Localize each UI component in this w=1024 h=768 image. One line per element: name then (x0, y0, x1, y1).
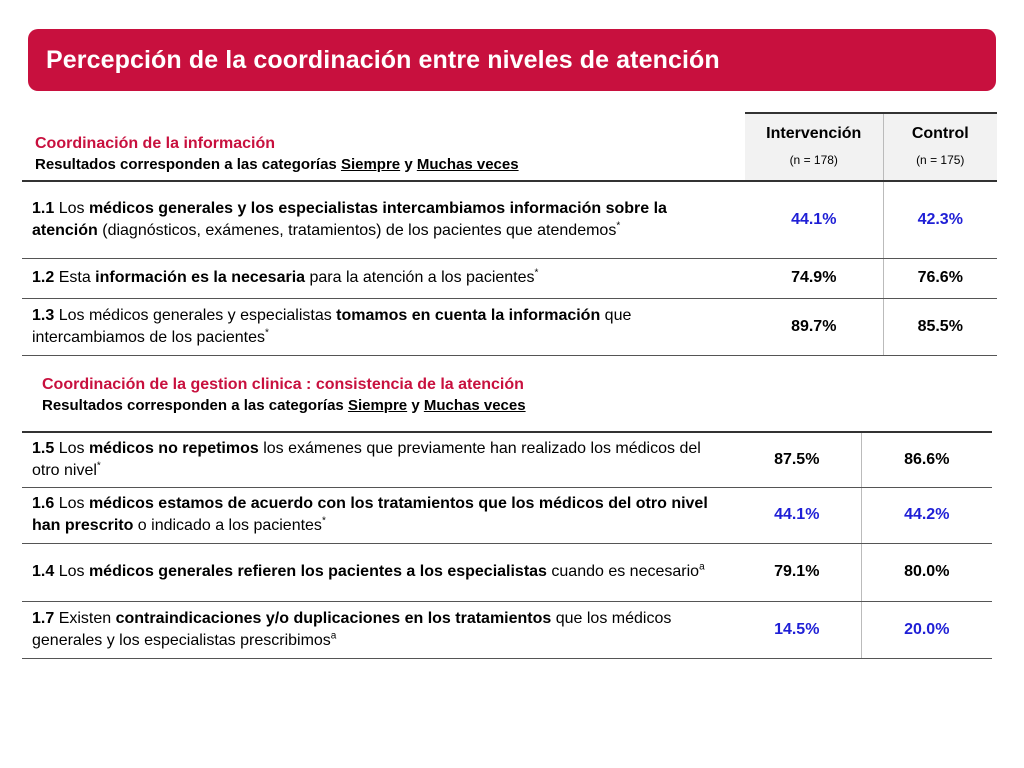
table-row: 1.3 Los médicos generales y especialista… (22, 298, 997, 356)
section2-subtitle-text: Resultados corresponden a las categorías (42, 397, 348, 414)
table-row: 1.7 Existen contraindicaciones y/o dupli… (22, 601, 992, 659)
question-text: Esta (54, 269, 96, 286)
intervencion-value: 44.1% (733, 487, 862, 544)
question-text: Los médicos generales y especialistas (54, 306, 337, 324)
question-number: 1.4 (32, 563, 55, 580)
intervencion-value: 14.5% (733, 601, 862, 659)
question-1-7: 1.7 Existen contraindicaciones y/o dupli… (22, 601, 733, 659)
page-title: Percepción de la coordinación entre nive… (46, 45, 720, 74)
question-1-4: 1.4 Los médicos generales refieren los p… (22, 543, 733, 602)
question-1-3: 1.3 Los médicos generales y especialista… (22, 298, 745, 356)
question-text: o indicado a los pacientes (133, 517, 322, 534)
intervencion-value: 79.1% (733, 543, 862, 602)
control-value: 80.0% (861, 543, 992, 602)
footnote-mark: a (330, 630, 337, 642)
control-value: 20.0% (861, 601, 992, 659)
question-bold-text: médicos generales refieren los pacientes… (88, 563, 547, 580)
intervencion-value: 87.5% (733, 431, 862, 488)
question-number: 1.2 (32, 269, 55, 286)
question-text: Los (54, 563, 89, 580)
question-text: que los médicos generales y los especial… (32, 609, 672, 649)
intervencion-value: 89.7% (745, 298, 884, 356)
question-number: 1.6 (32, 495, 55, 512)
control-value: 85.5% (883, 298, 997, 356)
section1-subtitle-text: Resultados corresponden a las categorías (35, 155, 341, 173)
control-header: Control (n = 175) (883, 112, 997, 182)
section2-subtitle: Resultados corresponden a las categorías… (42, 395, 526, 416)
question-number: 1.1 (32, 199, 55, 217)
table-header-row: Coordinación de la información Resultado… (22, 112, 997, 182)
question-bold-text: información es la necesaria (95, 269, 306, 286)
question-text: Los (54, 199, 89, 217)
question-text: Los (54, 439, 89, 457)
title-banner: Percepción de la coordinación entre nive… (28, 29, 996, 91)
question-1-6: 1.6 Los médicos estamos de acuerdo con l… (22, 487, 733, 544)
question-text: Existen (54, 609, 116, 627)
intervencion-value: 74.9% (745, 258, 884, 299)
question-number: 1.3 (32, 306, 55, 324)
section2-heading: Coordinación de la gestion clinica : con… (42, 374, 526, 416)
question-1-1: 1.1 Los médicos generales y los especial… (22, 181, 745, 259)
section1-subtitle-muchas-veces: Muchas veces (416, 155, 519, 173)
question-bold-text: médicos no repetimos (88, 439, 259, 457)
footnote-mark: * (534, 267, 539, 279)
question-bold-text: médicos generales y los especialistas in… (32, 199, 667, 239)
section1-heading: Coordinación de la información Resultado… (22, 113, 745, 182)
control-value: 42.3% (883, 181, 997, 259)
table-row: 1.2 Esta información es la necesaria par… (22, 258, 997, 299)
question-number: 1.7 (32, 609, 55, 627)
question-1-5: 1.5 Los médicos no repetimos los exámene… (22, 431, 733, 488)
control-value: 44.2% (861, 487, 992, 544)
information-coordination-table: Coordinación de la información Resultado… (22, 112, 997, 356)
section1-subtitle: Resultados corresponden a las categorías… (35, 154, 737, 175)
question-1-2: 1.2 Esta información es la necesaria par… (22, 258, 745, 299)
question-bold-text: tomamos en cuenta la información (336, 306, 601, 324)
section2-subtitle-siempre: Siempre (347, 397, 408, 414)
intervencion-header: Intervención (n = 178) (745, 112, 884, 182)
table-row: 1.4 Los médicos generales refieren los p… (22, 543, 992, 602)
footnote-mark: a (699, 561, 705, 573)
control-value: 86.6% (861, 431, 992, 488)
intervencion-label: Intervención (766, 125, 862, 142)
table-row: 1.1 Los médicos generales y los especial… (22, 181, 997, 259)
question-text: para la atención a los pacientes (305, 269, 535, 286)
table-row: 1.5 Los médicos no repetimos los exámene… (22, 431, 992, 488)
intervencion-value: 44.1% (745, 181, 884, 259)
section2-title: Coordinación de la gestion clinica : con… (42, 376, 524, 393)
question-text: los exámenes que previamente han realiza… (32, 439, 701, 479)
question-bold-text: contraindicaciones y/o duplicaciones en … (115, 609, 552, 627)
intervencion-n: (n = 178) (789, 153, 838, 167)
question-text: que intercambiamos de los pacientes (32, 306, 632, 346)
question-bold-text: médicos estamos de acuerdo con los trata… (32, 495, 708, 534)
question-text: (diagnósticos, exámenes, tratamientos) d… (97, 221, 617, 239)
section2-subtitle-and: y (407, 397, 424, 414)
question-text: cuando es necesario (546, 563, 700, 580)
section1-subtitle-and: y (400, 155, 417, 173)
section1-title: Coordinación de la información (35, 134, 276, 152)
footnote-mark: * (265, 327, 269, 339)
footnote-mark: * (321, 515, 326, 527)
control-n: (n = 175) (916, 153, 965, 167)
footnote-mark: * (616, 220, 621, 232)
question-number: 1.5 (32, 439, 55, 457)
section2-subtitle-muchas-veces: Muchas veces (423, 397, 526, 414)
question-text: Los (54, 495, 89, 512)
table-row: 1.6 Los médicos estamos de acuerdo con l… (22, 487, 992, 544)
footnote-mark: * (96, 460, 101, 472)
control-label: Control (911, 125, 969, 142)
control-value: 76.6% (883, 258, 997, 299)
section1-subtitle-siempre: Siempre (340, 155, 401, 173)
clinical-management-table: 1.5 Los médicos no repetimos los exámene… (22, 431, 992, 659)
